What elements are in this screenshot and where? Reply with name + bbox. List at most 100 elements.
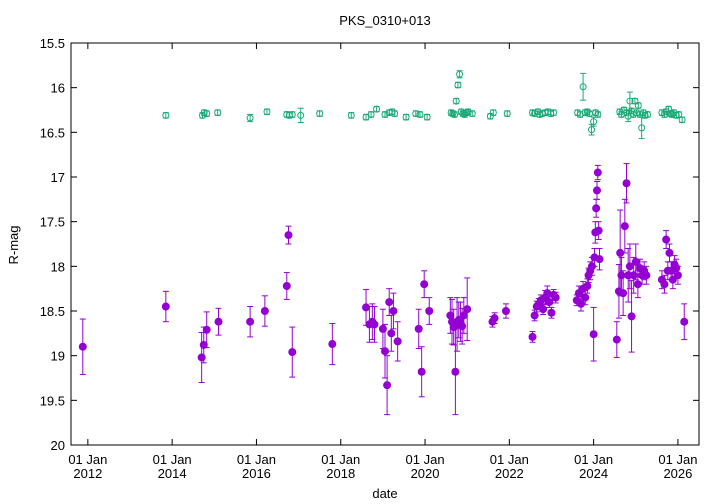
data-point (362, 303, 371, 312)
data-point (463, 305, 472, 314)
data-point (456, 70, 464, 78)
data-point (162, 111, 170, 119)
y-tick-label: 18.5 (40, 304, 65, 319)
plot-frame (70, 42, 700, 446)
data-point (417, 367, 426, 376)
x-tick-label-year: 2014 (158, 466, 187, 481)
series (162, 70, 686, 140)
data-point (668, 110, 676, 118)
x-tick-label-year: 2018 (326, 466, 355, 481)
chart-title: PKS_0310+013 (339, 13, 430, 28)
x-tick-label-date: 01 Jan (406, 452, 445, 467)
x-tick-label-date: 01 Jan (574, 452, 613, 467)
data-point (328, 340, 337, 349)
data-point (199, 340, 208, 349)
data-point (660, 280, 669, 289)
data-point (594, 226, 603, 235)
y-tick-label: 20 (51, 438, 65, 453)
x-tick-label-date: 01 Jan (321, 452, 360, 467)
data-point (425, 307, 434, 315)
data-point (416, 110, 424, 118)
data-point (454, 81, 462, 89)
data-point (420, 280, 429, 289)
data-point (622, 179, 631, 188)
y-tick-label: 16 (51, 81, 65, 96)
data-point (528, 332, 537, 341)
data-point (78, 342, 87, 351)
x-tick-label-year: 2022 (495, 466, 524, 481)
data-point (576, 299, 585, 308)
x-tick-label-date: 01 Jan (153, 452, 192, 467)
x-axis-label: date (372, 486, 397, 501)
data-point (619, 289, 628, 298)
y-tick-label: 17 (51, 170, 65, 185)
data-point (316, 110, 324, 118)
data-point (678, 116, 686, 124)
y-tick-label: 17.5 (40, 215, 65, 230)
series (78, 163, 689, 416)
data-point (288, 348, 297, 357)
data-point (284, 231, 293, 240)
data-point (202, 325, 211, 334)
data-point (468, 110, 476, 118)
data-point (203, 110, 211, 118)
data-point (620, 222, 629, 231)
data-point (297, 111, 305, 119)
data-point (412, 110, 420, 118)
y-tick-label: 19 (51, 349, 65, 364)
data-point (545, 298, 554, 307)
data-point (592, 204, 601, 213)
data-point (530, 311, 539, 320)
data-point (246, 114, 254, 122)
x-tick-label-year: 2016 (242, 466, 271, 481)
data-point (631, 257, 640, 266)
data-point (593, 168, 602, 177)
data-point (638, 124, 646, 132)
data-point (665, 105, 673, 113)
data-point (501, 307, 510, 315)
data-point (385, 298, 394, 307)
data-point (381, 347, 389, 356)
data-point (387, 329, 396, 338)
data-point (593, 186, 602, 195)
data-point (451, 110, 459, 118)
data-point (391, 110, 399, 118)
x-tick-label-year: 2012 (73, 466, 102, 481)
data-point (490, 314, 499, 323)
data-point (393, 337, 402, 346)
data-point (665, 248, 674, 257)
data-point (594, 110, 602, 118)
data-point (402, 113, 410, 121)
data-point (373, 105, 381, 113)
data-point (588, 126, 596, 134)
data-point (383, 381, 392, 390)
data-point (389, 307, 398, 315)
data-point (367, 110, 375, 118)
y-tick-label: 18 (51, 259, 65, 274)
y-axis-label: R-mag (6, 225, 21, 264)
x-tick-label-year: 2024 (579, 466, 608, 481)
data-point (381, 110, 389, 118)
data-point (370, 320, 379, 329)
data-point (589, 330, 598, 339)
data-point (458, 322, 467, 331)
y-tick-label: 19.5 (40, 393, 65, 408)
data-point (612, 335, 621, 344)
data-point (452, 97, 460, 105)
data-point (592, 109, 600, 117)
data-point (590, 118, 598, 126)
data-point (642, 271, 651, 280)
data-point (260, 307, 269, 315)
x-tick-label-date: 01 Jan (490, 452, 529, 467)
data-point (539, 305, 548, 314)
data-point (423, 113, 431, 121)
data-point (161, 302, 170, 311)
data-point (626, 97, 634, 105)
x-tick-label-date: 01 Jan (237, 452, 276, 467)
data-point (263, 108, 271, 116)
data-point (581, 293, 590, 302)
data-point (214, 109, 222, 117)
